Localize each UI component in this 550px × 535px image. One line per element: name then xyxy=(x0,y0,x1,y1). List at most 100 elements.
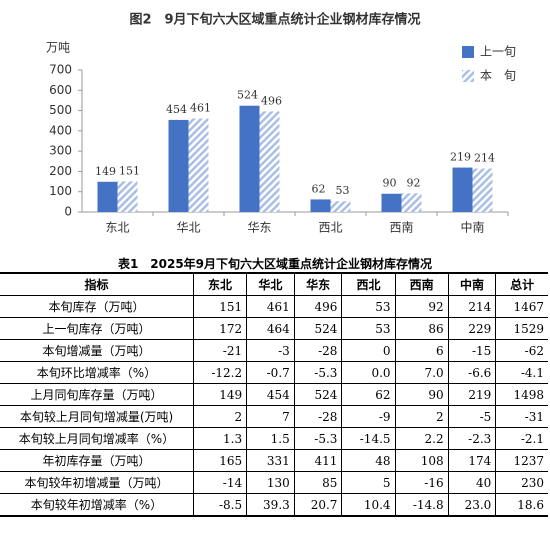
y-tick-label: 100 xyxy=(49,184,72,198)
table-cell: 53 xyxy=(341,317,396,340)
table-cell: 18.6 xyxy=(495,493,548,517)
table-cell: 461 xyxy=(246,295,295,318)
table-cell: 本旬增减量（万吨） xyxy=(0,339,194,362)
data-label: 461 xyxy=(190,101,211,114)
table-cell: 20.7 xyxy=(293,493,343,517)
table-cell: -0.7 xyxy=(246,361,295,384)
y-tick-label: 300 xyxy=(49,144,72,158)
table-cell: -14.5 xyxy=(341,427,396,450)
table-cell: 本旬库存（万吨） xyxy=(0,295,194,318)
table-cell: -14.8 xyxy=(394,493,449,517)
bar xyxy=(239,105,260,212)
table-cell: 华北 xyxy=(246,272,295,296)
table-row: 本旬较年初增减率（%） -8.5 39.3 20.7 10.4 -14.8 23.0 18.6 xyxy=(0,493,548,517)
legend-label: 本 旬 xyxy=(480,69,516,83)
table-cell: 本旬较年初增减率（%） xyxy=(0,493,194,517)
y-tick-label: 200 xyxy=(49,164,72,178)
table-cell: 130 xyxy=(246,471,295,494)
table-cell: 172 xyxy=(192,317,248,340)
table-cell: 48 xyxy=(341,449,396,472)
table-cell: 92 xyxy=(394,295,449,318)
table-cell: 总计 xyxy=(495,272,548,296)
table-cell: 151 xyxy=(192,295,248,318)
table-cell: 1498 xyxy=(495,383,548,406)
table-cell: 中南 xyxy=(447,272,497,296)
table-cell: 0.0 xyxy=(341,361,396,384)
table-cell: 1237 xyxy=(495,449,548,472)
y-tick-label: 500 xyxy=(49,103,72,117)
table-cell: -5.3 xyxy=(293,361,343,384)
table-row: 本旬较年初增减量（万吨） -14 130 85 5 -16 40 230 xyxy=(0,471,548,494)
table-cell: -2.3 xyxy=(447,427,497,450)
bar xyxy=(330,201,351,212)
table-row: 本旬环比增减率（%） -12.2 -0.7 -5.3 0.0 7.0 -6.6 -4.1 xyxy=(0,361,548,384)
x-tick-label: 西北 xyxy=(318,221,342,235)
table-cell: -28 xyxy=(293,405,343,428)
table-cell: 90 xyxy=(394,383,449,406)
data-label: 53 xyxy=(336,184,350,197)
bar xyxy=(117,181,138,212)
table-cell: 1529 xyxy=(495,317,548,340)
table-cell: 174 xyxy=(447,449,497,472)
table-cell: 本旬较上月同旬增减率（%） xyxy=(0,427,194,450)
table-cell: -28 xyxy=(293,339,343,362)
data-label: 219 xyxy=(450,151,471,164)
table-cell: 524 xyxy=(293,383,343,406)
data-label: 90 xyxy=(383,177,397,190)
table-cell: 5 xyxy=(341,471,396,494)
bar xyxy=(381,193,402,212)
x-tick-label: 东北 xyxy=(105,221,129,235)
table-cell: -16 xyxy=(394,471,449,494)
table-cell: 229 xyxy=(447,317,497,340)
table-cell: 东北 xyxy=(192,272,248,296)
data-label: 214 xyxy=(474,152,495,165)
table-cell: 86 xyxy=(394,317,449,340)
table-cell: 524 xyxy=(293,317,343,340)
table-cell: 496 xyxy=(293,295,343,318)
table-cell: -2.1 xyxy=(495,427,548,450)
data-label: 151 xyxy=(119,164,140,177)
table-row: 本旬较上月同旬增减率（%） 1.3 1.5 -5.3 -14.5 2.2 -2.3 -2.1 xyxy=(0,427,548,450)
table-cell: 219 xyxy=(447,383,497,406)
y-tick-label: 0 xyxy=(64,205,72,219)
table-cell: 10.4 xyxy=(341,493,396,517)
data-label: 524 xyxy=(237,89,258,102)
table-cell: 1.3 xyxy=(192,427,248,450)
table-cell: 指标 xyxy=(0,272,194,296)
data-label: 454 xyxy=(166,103,187,116)
table-cell: 2.2 xyxy=(394,427,449,450)
table-cell: 华东 xyxy=(293,272,343,296)
chart: 图2 9月下旬六大区域重点统计企业钢材库存情况 万吨 0 100 200 300 400… xyxy=(46,12,516,235)
bar xyxy=(452,167,473,212)
table-cell: -9 xyxy=(341,405,396,428)
table-cell: 39.3 xyxy=(246,493,295,517)
bar xyxy=(259,111,280,212)
table-cell: 454 xyxy=(246,383,295,406)
table-cell: -4.1 xyxy=(495,361,548,384)
bar xyxy=(188,118,209,212)
x-tick-label: 中南 xyxy=(460,220,484,235)
table-cell: -62 xyxy=(495,339,548,362)
table-cell: -12.2 xyxy=(192,361,248,384)
bar xyxy=(310,199,331,212)
data-table: 指标 东北 华北 华东 西北 西南 中南 总计 本旬库存（万吨） 151 461 496 53 92 214… xyxy=(0,272,548,517)
table-cell: -8.5 xyxy=(192,493,248,517)
data-label: 496 xyxy=(261,94,282,107)
data-label: 62 xyxy=(312,182,326,195)
y-tick-label: 700 xyxy=(49,63,72,77)
legend-swatch xyxy=(462,46,474,58)
table-cell: -31 xyxy=(495,405,548,428)
bar xyxy=(97,181,118,212)
table-title: 表1 2025年9月下旬六大区域重点统计企业钢材库存情况 xyxy=(117,257,433,271)
table-cell: 7 xyxy=(246,405,295,428)
table-cell: 40 xyxy=(447,471,497,494)
table-cell: 西南 xyxy=(394,272,449,296)
y-axis-label: 万吨 xyxy=(46,41,70,55)
table-cell: -6.6 xyxy=(447,361,497,384)
table-row: 本旬库存（万吨） 151 461 496 53 92 214 1467 xyxy=(0,295,548,318)
table-cell: 0 xyxy=(341,339,396,362)
table-cell: 108 xyxy=(394,449,449,472)
table-cell: 331 xyxy=(246,449,295,472)
table-row: 指标 东北 华北 华东 西北 西南 中南 总计 xyxy=(0,272,548,296)
